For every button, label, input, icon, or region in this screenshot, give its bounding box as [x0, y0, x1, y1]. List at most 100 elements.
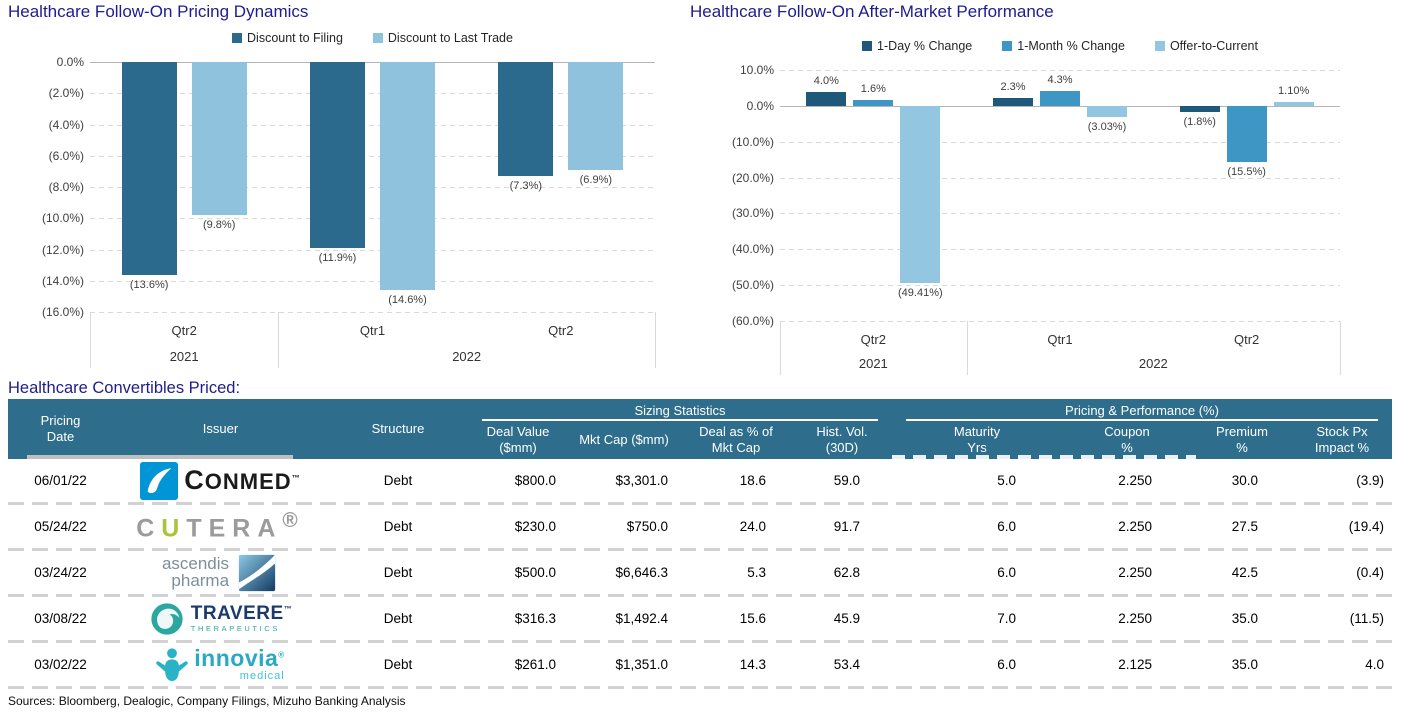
- cell-structure: Debt: [383, 565, 413, 580]
- y-tick-label: (4.0%): [48, 117, 84, 132]
- chart-legend: Discount to Filing Discount to Last Trade: [90, 31, 655, 45]
- cell-issuer: innovia® medical: [113, 643, 328, 686]
- chart-title-after-market: Healthcare Follow-On After-Market Perfor…: [690, 2, 1054, 21]
- cell-structure: Debt: [383, 519, 413, 534]
- cell-coupon: 2.250: [1118, 519, 1152, 534]
- bar-value-label: (49.41%): [898, 287, 943, 300]
- bar-value-label: 1.6%: [860, 83, 886, 96]
- cell-issuer: ascendis pharma: [113, 551, 328, 594]
- cell-deal-pct: 15.6: [739, 611, 766, 626]
- gridline: [90, 93, 655, 95]
- row-separator: [8, 548, 1392, 551]
- bar-value-label: (7.3%): [509, 180, 543, 193]
- col-header-hist-vol: Hist. Vol. (30D): [816, 424, 868, 455]
- legend-label: Discount to Filing: [247, 31, 343, 45]
- cell-hist-vol: 45.9: [833, 611, 860, 626]
- x-category-label: Qtr2: [860, 332, 886, 347]
- y-tick-label: 0.0%: [56, 55, 84, 69]
- cell-deal-value: $316.3: [514, 611, 556, 626]
- cell-issuer: TRAVERE™ THERAPEUTICS: [113, 597, 328, 640]
- x-category-label: Qtr1: [359, 323, 386, 338]
- cell-deal-value: $500.0: [514, 565, 556, 580]
- cell-deal-value: $800.0: [514, 473, 556, 488]
- gridline: [780, 320, 1340, 322]
- chart-plot: 10.0% 0.0% (10.0%) (20.0%) (30.0%) (40.0%) (50…: [688, 2, 1403, 378]
- cell-hist-vol: 62.8: [833, 565, 860, 580]
- cell-hist-vol: 59.0: [833, 473, 860, 488]
- legend-item: 1-Day % Change: [862, 39, 972, 53]
- cell-pricing-date: 05/24/22: [34, 519, 87, 534]
- header-underline-dashed: [892, 455, 1196, 459]
- bar-1-Qtr2: [806, 91, 847, 106]
- bar-1-Qtr2: [121, 62, 177, 275]
- col-header-stock-px: Stock Px Impact %: [1314, 424, 1370, 455]
- source-note: Sources: Bloomberg, Dealogic, Company Fi…: [8, 694, 406, 708]
- x-year-label: 2021: [858, 356, 888, 371]
- bar-2-Qtr2: [568, 62, 624, 170]
- row-separator: [8, 502, 1392, 505]
- legend-item: Offer-to-Current: [1154, 39, 1258, 53]
- y-tick-label: (16.0%): [41, 305, 84, 319]
- axis-band-separator: [1340, 321, 1341, 375]
- gridline: [780, 285, 1340, 287]
- cell-structure: Debt: [383, 611, 413, 626]
- y-tick-label: 0.0%: [746, 99, 774, 113]
- x-category-label: Qtr1: [1047, 332, 1073, 347]
- bar-value-label: 2.3%: [1000, 80, 1026, 93]
- bar-value-label: 1.10%: [1278, 85, 1310, 98]
- gridline: [780, 249, 1340, 251]
- bar-2-Qtr1: [1040, 90, 1080, 106]
- gridline: [90, 155, 655, 157]
- col-header-deal-pct: Deal as % of Mkt Cap: [699, 424, 773, 455]
- gridline: [90, 249, 655, 251]
- bar-3-Qtr2: [1273, 102, 1314, 106]
- legend-label: 1-Month % Change: [1017, 39, 1125, 53]
- legend-swatch: [1002, 41, 1013, 51]
- col-header-structure: Structure: [371, 421, 425, 437]
- group-header-sizing-statistics: Sizing Statistics: [482, 401, 878, 421]
- bar-value-label: (1.8%): [1183, 116, 1216, 129]
- legend-item: 1-Month % Change: [1002, 39, 1125, 53]
- chart-title-pricing-dynamics: Healthcare Follow-On Pricing Dynamics: [8, 2, 309, 21]
- row-separator: [8, 640, 1392, 643]
- legend-swatch: [232, 33, 243, 43]
- gridline: [90, 218, 655, 220]
- pricing-dynamics-chart: Healthcare Follow-On Pricing Dynamics Di…: [6, 2, 662, 378]
- y-tick-label: (8.0%): [48, 180, 84, 194]
- gridline: [780, 213, 1340, 215]
- table-row: 03/08/22 TRAVERE™ THERAPEUTICS Debt $316.3…: [8, 597, 1392, 640]
- travere-therapeutics-logo: TRAVERE™ THERAPEUTICS: [149, 601, 292, 637]
- gridline: [90, 280, 655, 282]
- after-market-performance-chart: Healthcare Follow-On After-Market Perfor…: [688, 2, 1403, 378]
- cell-mkt-cap: $750.0: [626, 519, 668, 534]
- bar-value-label: (11.9%): [318, 251, 357, 264]
- table-row: 03/24/22 ascendis pharma Debt $500.0 $6,64…: [8, 551, 1392, 594]
- col-header-deal-value: Deal Value ($mm): [486, 424, 550, 455]
- col-header-maturity: Maturity Yrs: [953, 424, 1001, 455]
- gridline: [780, 177, 1340, 179]
- cell-maturity: 6.0: [997, 565, 1016, 580]
- legend-item: Discount to Filing: [232, 31, 343, 45]
- legend-label: 1-Day % Change: [877, 39, 973, 53]
- y-tick-label: (14.0%): [41, 273, 84, 288]
- chart-plot: 0.0% (2.0%) (4.0%) (6.0%) (8.0%) (10.0%) (12.0…: [6, 2, 662, 378]
- bar-1-Qtr1: [310, 62, 365, 248]
- cell-mkt-cap: $1,492.4: [615, 611, 668, 626]
- cell-issuer: CONMED™: [113, 459, 328, 502]
- table-body: 06/01/22 CONMED™ Debt $800.0 $3,301.0 18.6 59…: [8, 459, 1392, 689]
- cell-deal-pct: 14.3: [739, 657, 766, 672]
- cell-pricing-date: 03/08/22: [34, 611, 87, 626]
- axis-band-separator: [966, 321, 968, 375]
- bar-value-label: 4.3%: [1047, 73, 1073, 86]
- gridline: [780, 70, 1340, 72]
- innovia-medical-logo: innovia® medical: [156, 647, 284, 683]
- row-separator: [8, 594, 1392, 597]
- legend-item: Discount to Last Trade: [372, 31, 513, 45]
- cell-mkt-cap: $6,646.3: [615, 565, 668, 580]
- gridline: [90, 124, 655, 126]
- cell-pricing-date: 06/01/22: [34, 473, 87, 488]
- cell-structure: Debt: [383, 473, 413, 488]
- convertibles-table: Pricing Date Issuer Structure Sizing Sta…: [8, 399, 1392, 689]
- cell-coupon: 2.125: [1118, 657, 1152, 672]
- col-header-coupon: Coupon %: [1104, 424, 1150, 455]
